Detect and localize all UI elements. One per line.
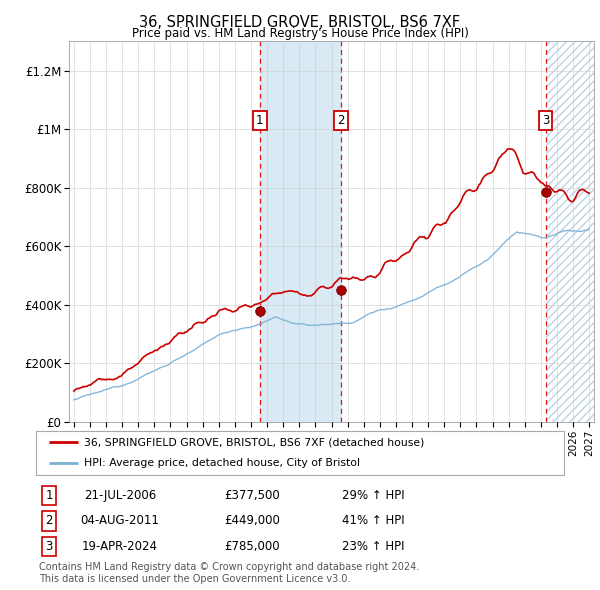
Text: 21-JUL-2006: 21-JUL-2006 [84,489,156,502]
Text: £377,500: £377,500 [224,489,280,502]
Text: Price paid vs. HM Land Registry's House Price Index (HPI): Price paid vs. HM Land Registry's House … [131,27,469,40]
Text: 1: 1 [256,114,263,127]
Bar [545,41,597,422]
Text: HPI: Average price, detached house, City of Bristol: HPI: Average price, detached house, City… [83,458,359,468]
Text: Contains HM Land Registry data © Crown copyright and database right 2024.
This d: Contains HM Land Registry data © Crown c… [39,562,419,584]
Bar [545,41,597,422]
Text: 29% ↑ HPI: 29% ↑ HPI [342,489,404,502]
Text: 41% ↑ HPI: 41% ↑ HPI [342,514,404,527]
Text: £449,000: £449,000 [224,514,280,527]
Text: 1: 1 [46,489,53,502]
Text: 2: 2 [46,514,53,527]
Text: 36, SPRINGFIELD GROVE, BRISTOL, BS6 7XF (detached house): 36, SPRINGFIELD GROVE, BRISTOL, BS6 7XF … [83,437,424,447]
Text: 19-APR-2024: 19-APR-2024 [82,540,158,553]
Bar [260,41,341,422]
Text: 04-AUG-2011: 04-AUG-2011 [80,514,160,527]
Text: 23% ↑ HPI: 23% ↑ HPI [342,540,404,553]
Text: 36, SPRINGFIELD GROVE, BRISTOL, BS6 7XF: 36, SPRINGFIELD GROVE, BRISTOL, BS6 7XF [139,15,461,30]
Text: £785,000: £785,000 [224,540,280,553]
Text: 3: 3 [542,114,550,127]
Text: 3: 3 [46,540,53,553]
Text: 2: 2 [337,114,345,127]
